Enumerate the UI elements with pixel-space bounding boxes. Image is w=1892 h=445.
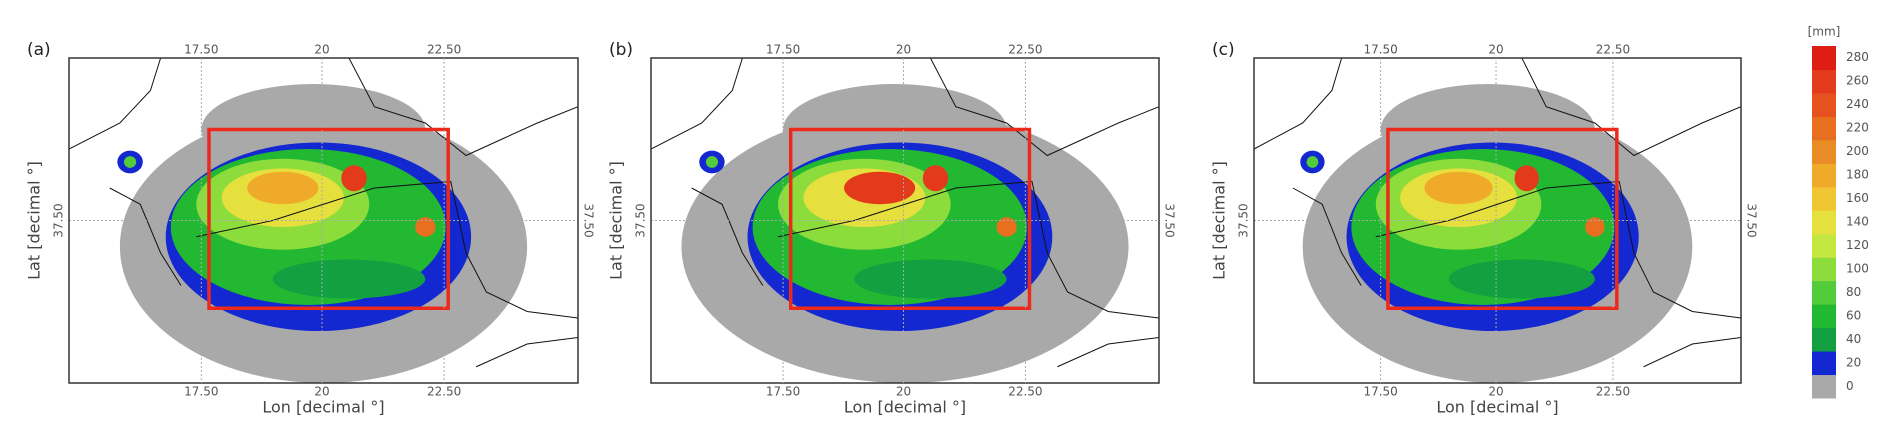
rain-field <box>247 171 319 205</box>
coastline <box>1254 58 1741 367</box>
y-axis-label: Lat [decimal °] <box>607 161 626 280</box>
rain-field <box>123 156 137 168</box>
rain-field <box>341 165 367 192</box>
left-tick-label: 37.50 <box>52 203 66 237</box>
right-tick-label: 37.50 <box>582 203 596 237</box>
rain-field <box>415 217 436 237</box>
bottom-tick-label: 22.50 <box>1008 385 1042 399</box>
colorbar-tick-label: 40 <box>1846 332 1861 346</box>
top-tick-label: 17.50 <box>184 43 218 57</box>
rain-field <box>272 259 426 299</box>
top-tick-label: 20 <box>314 43 329 57</box>
rain-field <box>996 217 1017 237</box>
bottom-tick-label: 17.50 <box>766 385 800 399</box>
top-tick-label: 22.50 <box>1008 43 1042 57</box>
x-axis-label: Lon [decimal °] <box>1436 398 1558 417</box>
colorbar-segment <box>1812 233 1836 258</box>
map-area <box>651 58 1159 383</box>
colorbar-segment <box>1812 304 1836 329</box>
bottom-tick-label: 22.50 <box>1596 385 1630 399</box>
colorbar-segment <box>1812 351 1836 376</box>
panel-label: (b) <box>609 40 633 60</box>
colorbar-segment <box>1812 46 1836 70</box>
map-panel: (a) 17.50 17.50 20 20 22.50 22.50 37.50 37.50 Lon… <box>25 40 596 417</box>
colorbar-tick-label: 280 <box>1846 50 1869 64</box>
colorbar-tick-label: 220 <box>1846 121 1869 135</box>
colorbar-tick-label: 180 <box>1846 168 1869 182</box>
colorbar-segment <box>1812 280 1836 305</box>
map-panel: (c) 17.50 17.50 20 20 22.50 22.50 37.50 37.50 Lon… <box>1210 40 1759 417</box>
rain-field <box>844 171 916 205</box>
y-axis-label: Lat [decimal °] <box>1210 161 1229 280</box>
colorbar-tick-label: 240 <box>1846 97 1869 111</box>
map-frame <box>1253 57 1742 384</box>
colorbar-segment <box>1812 139 1836 164</box>
top-tick-label: 22.50 <box>1596 43 1630 57</box>
left-tick-label: 37.50 <box>1237 203 1251 237</box>
colorbar-segment <box>1812 374 1836 399</box>
study-box <box>209 130 448 309</box>
rain-field <box>854 259 1007 299</box>
top-tick-label: 20 <box>1488 43 1503 57</box>
x-axis-label: Lon [decimal °] <box>844 398 966 417</box>
colorbar-tick-label: 120 <box>1846 238 1869 252</box>
map-frame <box>68 57 579 384</box>
colorbar-segment <box>1812 92 1836 117</box>
colorbar-segment <box>1812 116 1836 141</box>
colorbar-segment <box>1812 327 1836 352</box>
rain-field <box>922 165 949 192</box>
study-box <box>791 130 1030 309</box>
colorbar-tick-label: 60 <box>1846 308 1861 322</box>
colorbar-unit: [mm] <box>1808 25 1841 39</box>
map-panel: (b) 17.50 17.50 20 20 22.50 22.50 37.50 37.50 Lon… <box>607 40 1177 417</box>
colorbar: [mm] 0 20 40 60 80 100 120 140 160 180 200 220 240 260… <box>1808 25 1869 399</box>
top-tick-label: 20 <box>896 43 911 57</box>
coastline <box>651 58 1159 367</box>
top-tick-label: 22.50 <box>427 43 461 57</box>
map-area <box>1254 58 1741 383</box>
panel-label: (a) <box>27 40 51 60</box>
colorbar-segment <box>1812 163 1836 188</box>
bottom-tick-label: 20 <box>314 385 329 399</box>
colorbar-tick-label: 100 <box>1846 261 1869 275</box>
x-axis-label: Lon [decimal °] <box>262 398 384 417</box>
rain-field <box>1448 259 1595 299</box>
colorbar-tick-label: 20 <box>1846 355 1861 369</box>
colorbar-tick-label: 140 <box>1846 215 1869 229</box>
left-tick-label: 37.50 <box>634 203 648 237</box>
rain-field <box>1306 156 1319 168</box>
study-box <box>1388 130 1617 309</box>
colorbar-tick-label: 160 <box>1846 191 1869 205</box>
colorbar-tick-label: 200 <box>1846 144 1869 158</box>
bottom-tick-label: 17.50 <box>184 385 218 399</box>
bottom-tick-label: 22.50 <box>427 385 461 399</box>
colorbar-segment <box>1812 186 1836 211</box>
rain-field <box>1585 217 1605 237</box>
right-tick-label: 37.50 <box>1163 203 1177 237</box>
rain-field <box>1514 165 1539 192</box>
top-tick-label: 17.50 <box>766 43 800 57</box>
colorbar-tick-label: 260 <box>1846 74 1869 88</box>
colorbar-tick-label: 0 <box>1846 379 1854 393</box>
colorbar-tick-label: 80 <box>1846 285 1861 299</box>
bottom-tick-label: 17.50 <box>1363 385 1397 399</box>
map-frame <box>650 57 1160 384</box>
panel-label: (c) <box>1212 40 1235 60</box>
top-tick-label: 17.50 <box>1363 43 1397 57</box>
y-axis-label: Lat [decimal °] <box>25 161 44 280</box>
bottom-tick-label: 20 <box>896 385 911 399</box>
coastline <box>69 58 578 367</box>
colorbar-segment <box>1812 210 1836 235</box>
map-area <box>69 58 578 383</box>
right-tick-label: 37.50 <box>1745 203 1759 237</box>
rain-field <box>705 156 719 168</box>
colorbar-segment <box>1812 257 1836 282</box>
rain-field <box>1424 171 1493 205</box>
colorbar-segment <box>1812 69 1836 94</box>
bottom-tick-label: 20 <box>1488 385 1503 399</box>
